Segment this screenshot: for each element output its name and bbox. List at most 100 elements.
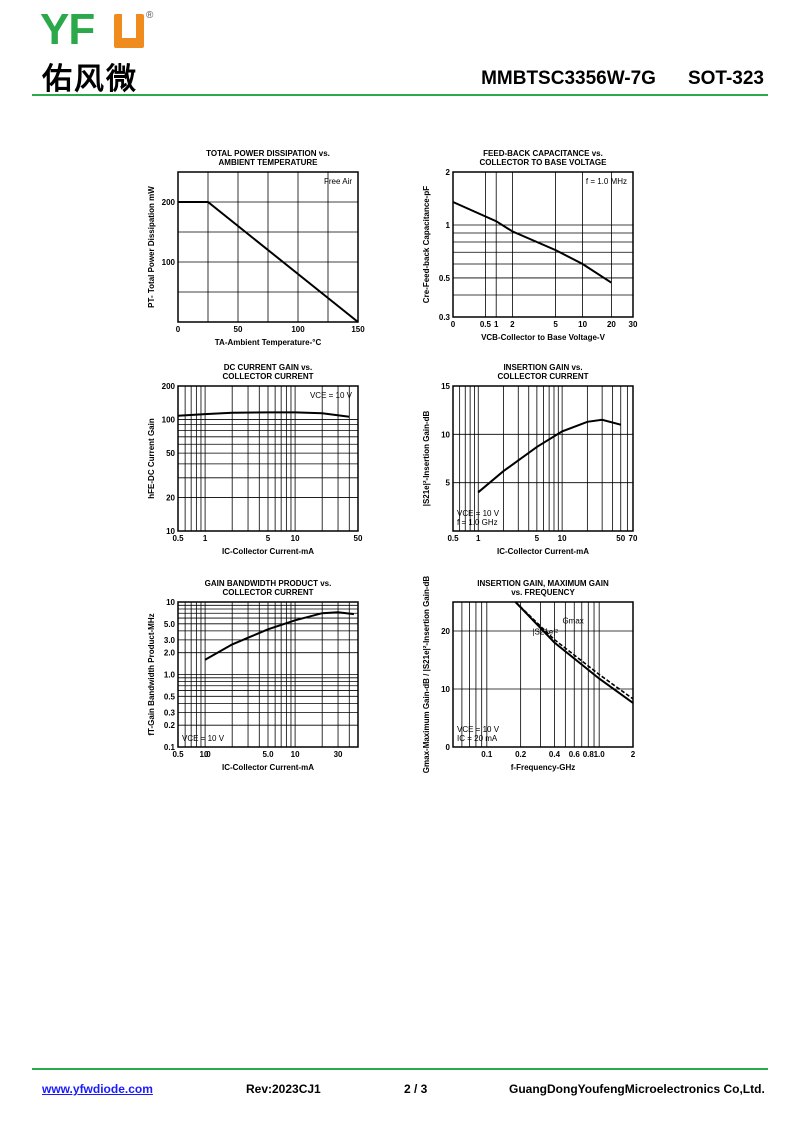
chart-feedback-capacitance: FEED-BACK CAPACITANCE vs. COLLECTOR TO BA… [415, 140, 675, 350]
plot-frame [452, 385, 634, 532]
footer-divider [32, 1068, 768, 1070]
chart-title: INSERTION GAIN vs. [503, 363, 582, 372]
y-tick-label: 10 [441, 685, 450, 694]
y-tick-label: 0.5 [439, 274, 451, 283]
x-tick-label: 0.6 [569, 750, 581, 759]
x-tick-label: 10 [558, 534, 567, 543]
company-name: GuangDongYoufengMicroelectronics Co,Ltd. [509, 1082, 765, 1096]
y-tick-label: 5.0 [164, 620, 176, 629]
y-tick-label: 0 [446, 743, 451, 752]
website-link[interactable]: www.yfwdiode.com [42, 1082, 153, 1096]
series-line [477, 418, 621, 494]
annotation: VCE = 10 V [182, 734, 225, 743]
y-axis-label: hFE-DC Current Gain [147, 418, 156, 499]
x-axis-label: IC-Collector Current-mA [222, 547, 314, 556]
annotation: IC = 20 mA [457, 734, 498, 743]
y-axis-label: fT-Gain Bandwidth Product-MHz [147, 613, 156, 735]
y-tick-label: 10 [166, 598, 175, 607]
x-tick-label: 50 [616, 534, 625, 543]
y-tick-label: 20 [441, 627, 450, 636]
part-number: MMBTSC3356W-7G [481, 68, 656, 89]
y-tick-label: 50 [166, 449, 175, 458]
x-tick-label: 10 [291, 534, 300, 543]
logo-letters: YF [40, 5, 95, 54]
header-divider [32, 94, 768, 96]
y-tick-label: 100 [162, 258, 176, 267]
x-tick-label: 1.0 [594, 750, 606, 759]
page-number: 2 / 3 [404, 1082, 428, 1096]
x-tick-label: 0.5 [172, 534, 184, 543]
chart-title: DC CURRENT GAIN vs. [224, 363, 312, 372]
series-label: Gmax [562, 617, 583, 626]
revision: Rev:2023CJ1 [246, 1082, 321, 1096]
chart-title: vs. FREQUENCY [511, 588, 575, 597]
chart-insertion-gain-current: INSERTION GAIN vs. COLLECTOR CURRENT 0.5 1 5… [415, 358, 675, 558]
series-line [177, 411, 350, 418]
x-tick-label: 0.4 [549, 750, 561, 759]
x-tick-label: 0.5 [480, 320, 492, 329]
x-tick-label: 10 [578, 320, 587, 329]
y-tick-label: 0.5 [164, 692, 176, 701]
x-tick-label: 2 [631, 750, 636, 759]
x-tick-label: 5.0 [262, 750, 274, 759]
y-tick-label: 100 [162, 416, 176, 425]
registered-mark: ® [146, 10, 154, 21]
y-tick-label: 2 [446, 168, 451, 177]
annotation: VCE = 10 V [457, 725, 500, 734]
annotation: f = 1.0 MHz [586, 177, 627, 186]
y-axis-label: |S21e|²-Insertion Gain-dB [422, 410, 431, 506]
y-tick-label: 0.1 [164, 743, 176, 752]
y-tick-label: 5 [446, 479, 451, 488]
y-tick-label: 200 [162, 198, 176, 207]
y-tick-label: 2.0 [164, 649, 176, 658]
x-tick-label: 70 [629, 534, 638, 543]
y-tick-label: 1.0 [164, 671, 176, 680]
chart-svg: TOTAL POWER DISSIPATION vs.AMBIENT TEMPE… [147, 149, 365, 347]
x-tick-label: 0.5 [447, 534, 459, 543]
annotation: f = 1.0 GHz [457, 518, 498, 527]
y-tick-label: 0.2 [164, 721, 176, 730]
x-axis-label: TA-Ambient Temperature-°C [215, 338, 322, 347]
y-tick-label: 20 [166, 493, 175, 502]
x-tick-label: 1 [476, 534, 481, 543]
y-tick-label: 200 [162, 382, 176, 391]
series-line [514, 601, 634, 704]
logo-u-mark [114, 14, 144, 48]
x-axis-label: VCB-Collector to Base Voltage-V [481, 333, 606, 342]
x-tick-label: 100 [291, 325, 305, 334]
annotation: Free Air [324, 177, 352, 186]
x-tick-label: 150 [351, 325, 365, 334]
chart-title: INSERTION GAIN, MAXIMUM GAIN [477, 579, 609, 588]
chart-title: COLLECTOR CURRENT [223, 588, 314, 597]
series-label: |S21e|² [532, 628, 558, 637]
x-tick-label: 1.0 [200, 750, 212, 759]
chart-title: GAIN BANDWIDTH PRODUCT vs. [205, 579, 332, 588]
page-title: MMBTSC3356W-7G SOT-323 [481, 68, 764, 90]
y-axis-label: Gmax-Maximum Gain-dB / |S21e|²-Insertion… [422, 576, 431, 774]
y-tick-label: 10 [441, 430, 450, 439]
x-tick-label: 50 [354, 534, 363, 543]
x-tick-label: 30 [334, 750, 343, 759]
annotation: VCE = 10 V [457, 509, 500, 518]
y-axis-label: PT- Total Power Dissipation mW [147, 186, 156, 308]
y-tick-label: 15 [441, 382, 450, 391]
x-axis-label: f-Frequency-GHz [511, 763, 575, 772]
x-tick-label: 5 [266, 534, 271, 543]
x-tick-label: 5 [553, 320, 558, 329]
series-line [514, 601, 634, 700]
chart-title: COLLECTOR CURRENT [498, 372, 589, 381]
x-tick-label: 20 [607, 320, 616, 329]
y-tick-label: 0.3 [439, 313, 451, 322]
chart-title: AMBIENT TEMPERATURE [219, 158, 319, 167]
x-tick-label: 50 [234, 325, 243, 334]
x-tick-label: 1 [203, 534, 208, 543]
chart-gain-frequency: INSERTION GAIN, MAXIMUM GAIN vs. FREQUENC… [415, 574, 675, 774]
series-line [452, 201, 612, 284]
logo-chinese-name: 佑风微 [42, 62, 138, 97]
x-tick-label: 0.8 [583, 750, 595, 759]
x-tick-label: 0 [451, 320, 456, 329]
chart-dc-current-gain: DC CURRENT GAIN vs. COLLECTOR CURRENT 0.5 1… [140, 358, 400, 558]
x-tick-label: 0.5 [172, 750, 184, 759]
